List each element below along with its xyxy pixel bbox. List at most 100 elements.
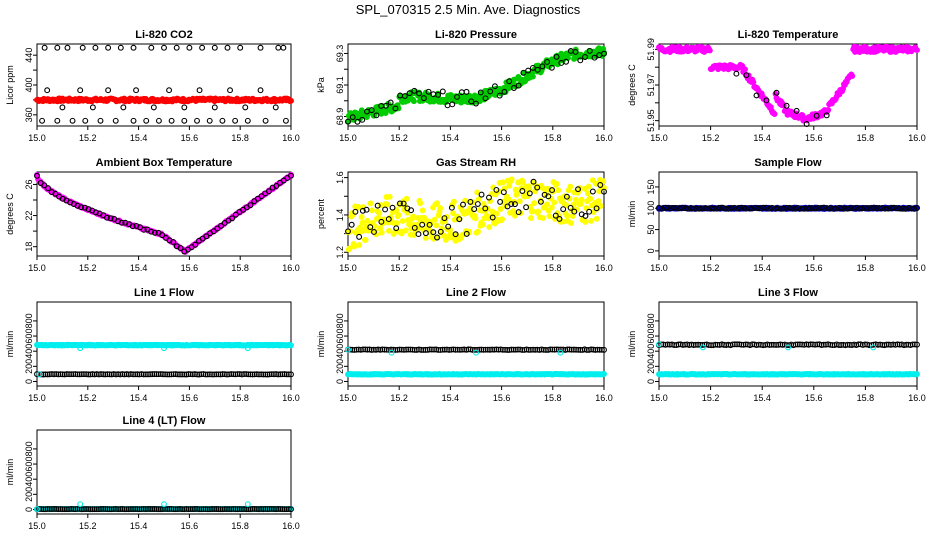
y-tick-label: 0: [646, 248, 656, 253]
x-tick-label: 15.2: [390, 393, 408, 403]
data-point: [97, 117, 104, 124]
data-point: [519, 179, 526, 186]
data-point: [499, 179, 506, 186]
data-point: [577, 57, 584, 64]
data-point: [173, 44, 180, 51]
data-point: [596, 188, 603, 195]
x-tick-label: 15.2: [702, 263, 720, 273]
y-tick-label: 600: [24, 457, 34, 472]
series-ring-mid: [44, 87, 279, 111]
series-outliers: [77, 501, 251, 508]
data-point: [497, 206, 504, 212]
data-point: [346, 245, 353, 252]
series-upper: [345, 346, 607, 353]
chart-panel-gas-stream-rh: Gas Stream RH 15.0 15.2 15.4 15.6 15.8 16.0 1.2…: [316, 157, 613, 273]
data-point: [553, 180, 560, 187]
data-point: [280, 44, 287, 51]
data-point: [69, 117, 76, 124]
x-tick-label: 15.6: [181, 133, 199, 143]
data-point: [394, 220, 400, 227]
data-point: [546, 213, 553, 220]
data-point: [359, 116, 366, 123]
data-point: [529, 208, 536, 215]
series-dense: [345, 176, 607, 253]
x-tick-label: 15.8: [544, 393, 562, 403]
data-point: [196, 87, 203, 94]
data-point: [224, 44, 231, 51]
data-point: [417, 200, 424, 207]
data-point: [475, 196, 482, 203]
data-point: [382, 102, 389, 109]
y-tick-label: 0: [24, 507, 34, 512]
y-tick-label: 400: [24, 472, 34, 487]
chart-panel-line2-flow: Line 2 Flow 15.0 15.2 15.4 15.6 15.8 16.0 0 2004…: [316, 287, 613, 403]
x-tick-label: 16.0: [282, 521, 300, 531]
data-point: [358, 214, 365, 220]
y-tick-label: 68.9: [335, 108, 345, 126]
data-point: [551, 199, 558, 206]
data-point: [288, 342, 294, 349]
chart-title: Gas Stream RH: [436, 157, 516, 169]
data-point: [419, 207, 426, 214]
data-point: [386, 193, 393, 200]
data-point: [528, 215, 534, 222]
y-tick-label: 51.99: [646, 38, 656, 61]
data-point: [431, 216, 438, 223]
x-tick-label: 15.2: [79, 133, 97, 143]
y-axis-label: ml/min: [5, 459, 15, 486]
data-point: [515, 82, 522, 89]
data-point: [161, 44, 167, 51]
data-point: [555, 187, 562, 194]
data-point: [475, 228, 481, 235]
data-point: [425, 88, 432, 95]
data-point: [439, 88, 446, 95]
data-point: [410, 98, 417, 105]
y-tick-label: 50: [646, 225, 656, 235]
data-point: [595, 198, 602, 205]
data-point: [450, 198, 457, 205]
x-tick-label: 15.4: [753, 393, 771, 403]
x-tick-label: 15.8: [857, 393, 875, 403]
y-axis-label: degrees C: [627, 64, 637, 106]
chart-title: Li-820 Pressure: [435, 29, 517, 41]
data-point: [244, 501, 251, 508]
y-tick-label: 800: [646, 313, 656, 328]
y-tick-label: 51.97: [646, 74, 656, 97]
data-point: [77, 87, 84, 94]
series-ring-high: [41, 44, 287, 51]
y-tick-label: 360: [24, 107, 34, 122]
data-point: [433, 222, 440, 229]
data-point: [356, 241, 363, 248]
data-point: [199, 44, 206, 51]
x-tick-label: 16.0: [595, 263, 613, 273]
plot-frame: [36, 43, 292, 127]
data-point: [415, 231, 422, 238]
y-axis-label: Licor ppm: [5, 65, 15, 105]
series-dense: [34, 95, 294, 105]
x-tick-label: 16.0: [282, 263, 300, 273]
data-point: [54, 44, 61, 51]
data-point: [526, 185, 533, 192]
data-point: [59, 104, 66, 111]
x-tick-label: 15.2: [79, 263, 97, 273]
data-point: [148, 44, 155, 51]
data-point: [373, 112, 380, 119]
y-tick-label: 400: [646, 344, 656, 359]
chart-title: Ambient Box Temperature: [96, 157, 233, 169]
chart-panel-line4-flow: Line 4 (LT) Flow 15.0 15.2 15.4 15.6 15.8 16.0…: [5, 415, 300, 531]
data-point: [362, 236, 369, 243]
data-point: [194, 117, 200, 124]
data-point: [219, 117, 226, 124]
y-tick-label: 800: [335, 313, 345, 328]
x-tick-label: 16.0: [595, 133, 613, 143]
x-tick-label: 15.4: [130, 393, 148, 403]
data-point: [232, 117, 239, 124]
y-tick-label: 200: [335, 359, 345, 374]
chart-title: Line 1 Flow: [134, 287, 194, 299]
y-tick-label: 51.95: [646, 109, 656, 132]
data-point: [54, 117, 61, 124]
y-tick-label: 800: [24, 441, 34, 456]
data-point: [355, 204, 362, 210]
data-point: [585, 183, 592, 190]
y-tick-label: 200: [646, 359, 656, 374]
